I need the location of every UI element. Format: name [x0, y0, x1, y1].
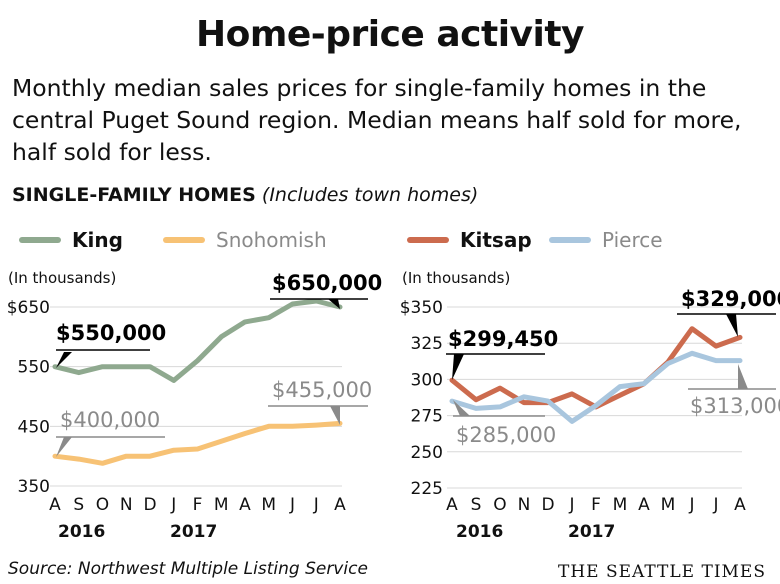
annotation-label: $400,000: [60, 408, 160, 432]
x-tick-label: D: [541, 495, 554, 515]
annotation-pointer: [452, 354, 464, 380]
x-tick-label: M: [214, 495, 229, 515]
x-tick-label: J: [170, 495, 176, 515]
annotation-label: $329,000: [681, 287, 780, 311]
annotation-pointer: [56, 352, 72, 368]
annotation-label: $299,450: [448, 327, 558, 351]
x-tick-label: S: [73, 495, 84, 515]
y-tick-label: 250: [411, 443, 443, 463]
legend-label-king: King: [72, 228, 123, 252]
y-tick-label: 300: [411, 370, 443, 390]
chart-1: King Snohomish (In thousands) $650 550 450 350…: [7, 228, 383, 542]
x-tick-label: A: [334, 495, 346, 515]
chart-subtitle: Monthly median sales prices for single-f…: [12, 74, 742, 166]
annotation-pointer: [726, 314, 738, 337]
y-tick-label: 225: [411, 479, 443, 499]
y-tick-label: 325: [411, 334, 443, 354]
legend-label-snohomish: Snohomish: [216, 228, 327, 252]
x-tick-label: A: [49, 495, 61, 515]
year-label: 2017: [170, 522, 217, 542]
source-note: Source: Northwest Multiple Listing Servi…: [8, 559, 368, 579]
x-tick-label: A: [734, 495, 746, 515]
y-tick-label: 450: [18, 417, 50, 437]
year-label: 2016: [58, 522, 105, 542]
y-tick-label: $650: [7, 298, 50, 318]
y-tick-label: 550: [18, 358, 50, 378]
annotation-pointer: [330, 406, 340, 425]
x-tick-label: O: [96, 495, 109, 515]
year-label: 2016: [456, 522, 503, 542]
page-title: Home-price activity: [195, 14, 585, 55]
annotation-label: $285,000: [456, 423, 556, 447]
x-tick-label: J: [688, 495, 694, 515]
year-label: 2017: [568, 522, 615, 542]
y-axis-label: (In thousands): [402, 269, 510, 287]
x-tick-label: J: [568, 495, 574, 515]
y-tick-label: 350: [18, 477, 50, 497]
series-line-pierce: [449, 350, 743, 424]
x-tick-label: A: [638, 495, 650, 515]
x-tick-label: A: [446, 495, 458, 515]
x-tick-label: F: [193, 495, 203, 515]
x-tick-label: N: [518, 495, 531, 515]
x-tick-label: M: [613, 495, 628, 515]
x-tick-label: J: [313, 495, 319, 515]
annotation-pointer: [56, 437, 72, 457]
legend-label-kitsap: Kitsap: [460, 228, 532, 252]
section-label: SINGLE-FAMILY HOMES: [12, 184, 256, 206]
annotation-pointer: [328, 299, 340, 309]
x-tick-label: S: [471, 495, 482, 515]
section-heading: SINGLE-FAMILY HOMES (Includes town homes…: [12, 184, 478, 206]
annotation-pointer: [738, 364, 748, 389]
x-tick-label: M: [661, 495, 676, 515]
annotation-label: $550,000: [56, 321, 166, 345]
x-tick-label: F: [591, 495, 601, 515]
series-line-snohomish: [52, 420, 343, 466]
annotation-label: $455,000: [272, 378, 372, 402]
x-tick-label: J: [712, 495, 718, 515]
x-tick-label: D: [143, 495, 156, 515]
x-tick-label: A: [239, 495, 251, 515]
annotation-pointer: [453, 400, 470, 416]
annotation-label: $650,000: [272, 271, 382, 295]
section-note: (Includes town homes): [261, 184, 479, 206]
x-tick-label: N: [120, 495, 133, 515]
y-axis-label: (In thousands): [8, 269, 116, 287]
chart-2: Kitsap Pierce (In thousands) $350 325 300 275 2…: [400, 228, 780, 542]
y-tick-label: $350: [400, 298, 443, 318]
x-tick-label: J: [289, 495, 295, 515]
x-tick-label: M: [261, 495, 276, 515]
x-tick-label: O: [493, 495, 506, 515]
annotation-label: $313,000: [690, 394, 780, 418]
publisher-logo: THE SEATTLE TIMES: [558, 562, 766, 582]
y-tick-label: 275: [411, 407, 443, 427]
series-line-king: [52, 298, 343, 383]
legend-label-pierce: Pierce: [602, 228, 663, 252]
